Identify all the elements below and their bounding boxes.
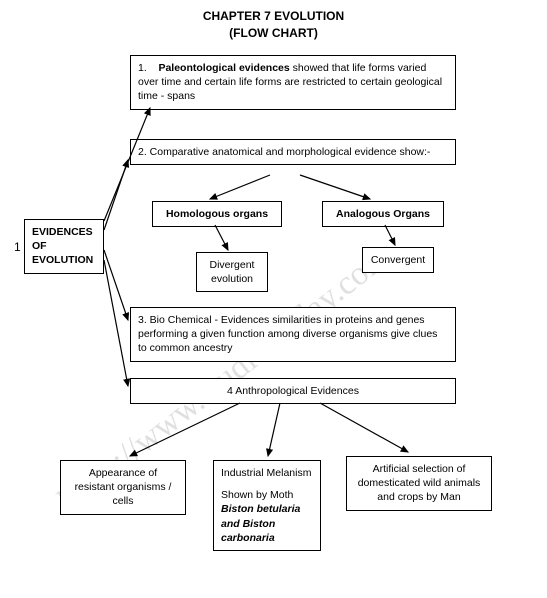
node-biochemical: 3. Bio Chemical - Evidences similarities… xyxy=(130,307,456,362)
chapter-header: CHAPTER 7 EVOLUTION (FLOW CHART) xyxy=(0,0,547,42)
node-melanism: Industrial Melanism Shown by Moth Biston… xyxy=(213,460,321,551)
node-divergent: Divergent evolution xyxy=(196,252,268,292)
node1-bold: Paleontological evidences xyxy=(158,62,289,74)
node-homologous: Homologous organs xyxy=(152,201,282,227)
node-anthropological: 4 Anthropological Evidences xyxy=(130,378,456,404)
header-line1: CHAPTER 7 EVOLUTION xyxy=(0,8,547,25)
node-convergent: Convergent xyxy=(362,247,434,273)
node-comparative: 2. Comparative anatomical and morphologi… xyxy=(130,139,456,165)
root-number: 1 xyxy=(14,240,21,254)
node4b-line1: Industrial Melanism xyxy=(221,466,313,480)
node4b-italic: Biston betularia and Biston carbonaria xyxy=(221,503,300,543)
node1-num: 1. xyxy=(138,62,147,74)
root-box: EVIDENCES OF EVOLUTION xyxy=(24,219,104,274)
node-analogous: Analogous Organs xyxy=(322,201,444,227)
header-line2: (FLOW CHART) xyxy=(0,25,547,42)
node-paleontological: 1. Paleontological evidences showed that… xyxy=(130,55,456,110)
node-artificial-selection: Artificial selection of domesticated wil… xyxy=(346,456,492,511)
node-resistant: Appearance of resistant organisms / cell… xyxy=(60,460,186,515)
node4b-line2: Shown by Moth xyxy=(221,489,293,501)
